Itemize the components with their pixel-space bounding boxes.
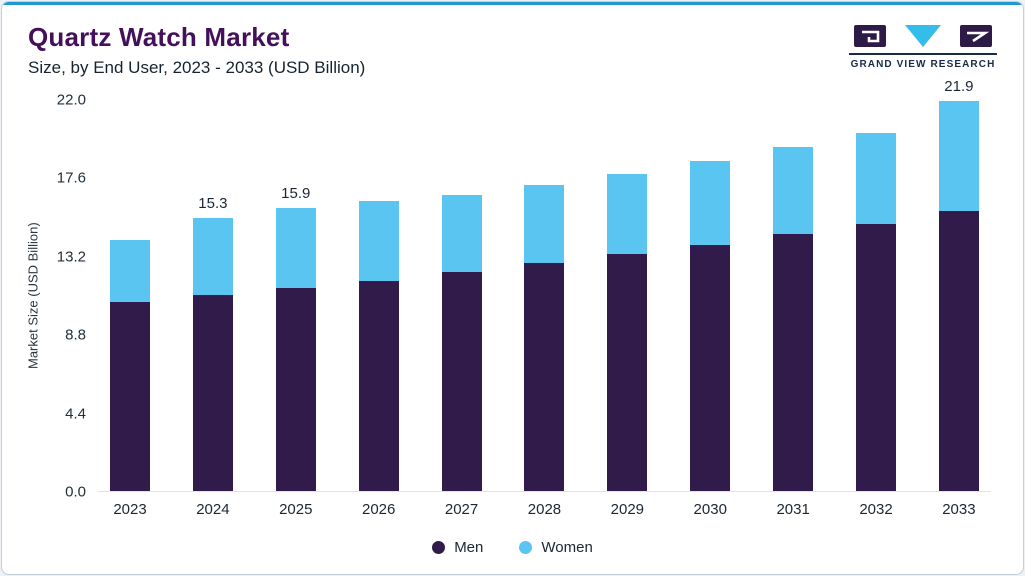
bar-stack [441, 195, 482, 491]
x-axis-label: 2033 [942, 501, 976, 518]
bar-segment-women [607, 173, 648, 255]
bar-segment-women [192, 218, 233, 295]
bar-stack [773, 147, 814, 491]
bar-segment-women [441, 195, 482, 272]
bar-segment-men [773, 234, 814, 491]
bar-segment-women [358, 200, 399, 281]
bar-segment-women [773, 147, 814, 235]
x-axis-label: 2032 [859, 501, 893, 518]
bar-stack [358, 200, 399, 491]
stacked-bar-chart: Market Size (USD Billion) 0.0 4.4 8.8 13.2 1… [24, 78, 991, 518]
y-tick-label: 8.8 [65, 326, 86, 344]
bar-value-label: 21.9 [944, 77, 974, 95]
bar-segment-men [441, 271, 482, 491]
bar-stack [938, 100, 979, 491]
chart-legend: Men Women [2, 539, 1023, 556]
chart-header: Quartz Watch Market Size, by End User, 2… [2, 5, 1023, 78]
bar-group: 15.9 2025 [275, 184, 316, 518]
bar-stack [110, 239, 150, 491]
y-tick-label: 13.2 [56, 248, 86, 266]
logo-wordmark: GRAND VIEW RESEARCH [850, 59, 996, 70]
logo-flag-glyph-icon [960, 25, 992, 47]
logo-g-glyph-icon [854, 25, 886, 47]
bar-segment-men [192, 295, 233, 491]
bar-segment-men [856, 223, 897, 491]
logo-triangle-icon [905, 25, 941, 47]
page-title: Quartz Watch Market [28, 22, 290, 52]
bar-segment-women [690, 161, 731, 246]
bar-segment-men [358, 280, 399, 491]
bar-segment-women [938, 100, 979, 212]
x-axis-label: 2023 [113, 501, 147, 518]
bar-segment-men [110, 302, 150, 491]
y-tick-label: 17.6 [56, 169, 86, 187]
bar-group: 2029 [607, 173, 648, 518]
bar-group: 2023 [110, 239, 150, 518]
x-axis-label: 2029 [610, 501, 645, 518]
bar-stack [524, 184, 565, 491]
y-tick-label: 0.0 [65, 483, 86, 501]
logo-glyphs [849, 24, 997, 48]
top-accent-line [2, 2, 1023, 5]
bar-segment-women [856, 132, 897, 224]
men-swatch-icon [432, 541, 446, 554]
bar-value-label: 15.3 [198, 195, 228, 213]
legend-item-women: Women [519, 539, 593, 556]
bar-group: 2030 [690, 161, 731, 518]
x-axis-label: 2024 [196, 501, 230, 518]
bar-segment-men [938, 211, 979, 491]
bar-group: 21.9 2033 [938, 77, 979, 518]
legend-label-women: Women [541, 539, 593, 556]
y-axis-title: Market Size (USD Billion) [25, 222, 41, 370]
bar-group: 2032 [856, 132, 897, 518]
plot-area: 2023 15.3 2024 15.9 2025 2026 2027 2028 2029 2030… [98, 78, 991, 518]
bar-stack [607, 173, 648, 491]
bar-segment-women [110, 239, 150, 303]
legend-item-men: Men [432, 539, 483, 556]
bar-group: 2028 [524, 184, 565, 518]
x-axis-label: 2027 [444, 501, 479, 518]
grand-view-research-logo: GRAND VIEW RESEARCH [849, 24, 997, 70]
bar-segment-men [524, 262, 565, 491]
x-axis-label: 2030 [693, 501, 727, 518]
bar-group: 2027 [441, 195, 482, 518]
bar-segment-women [524, 184, 565, 263]
legend-label-men: Men [454, 539, 484, 556]
bar-group: 2026 [358, 200, 399, 518]
bar-segment-men [607, 254, 648, 491]
bar-group: 15.3 2024 [192, 195, 233, 518]
y-tick-label: 4.4 [65, 405, 86, 423]
women-swatch-icon [519, 541, 533, 554]
bar-stack [690, 161, 731, 491]
y-tick-label: 22.0 [56, 91, 86, 109]
bar-stack [275, 207, 316, 491]
bar-segment-women [275, 207, 316, 288]
y-axis-ticks: 0.0 4.4 8.8 13.2 17.6 22.0 [42, 92, 98, 501]
bar-stack [192, 218, 233, 491]
page-subtitle: Size, by End User, 2023 - 2033 (USD Bill… [28, 58, 366, 77]
x-axis-label: 2025 [279, 501, 313, 518]
bar-segment-men [275, 287, 316, 491]
bar-segment-men [690, 245, 731, 491]
bar-group: 2031 [773, 147, 814, 518]
x-axis-label: 2026 [361, 501, 396, 518]
bar-value-label: 15.9 [281, 184, 311, 202]
logo-divider [849, 53, 997, 55]
x-axis-label: 2031 [776, 501, 810, 518]
bar-stack [856, 132, 897, 491]
x-axis-label: 2028 [527, 501, 562, 518]
